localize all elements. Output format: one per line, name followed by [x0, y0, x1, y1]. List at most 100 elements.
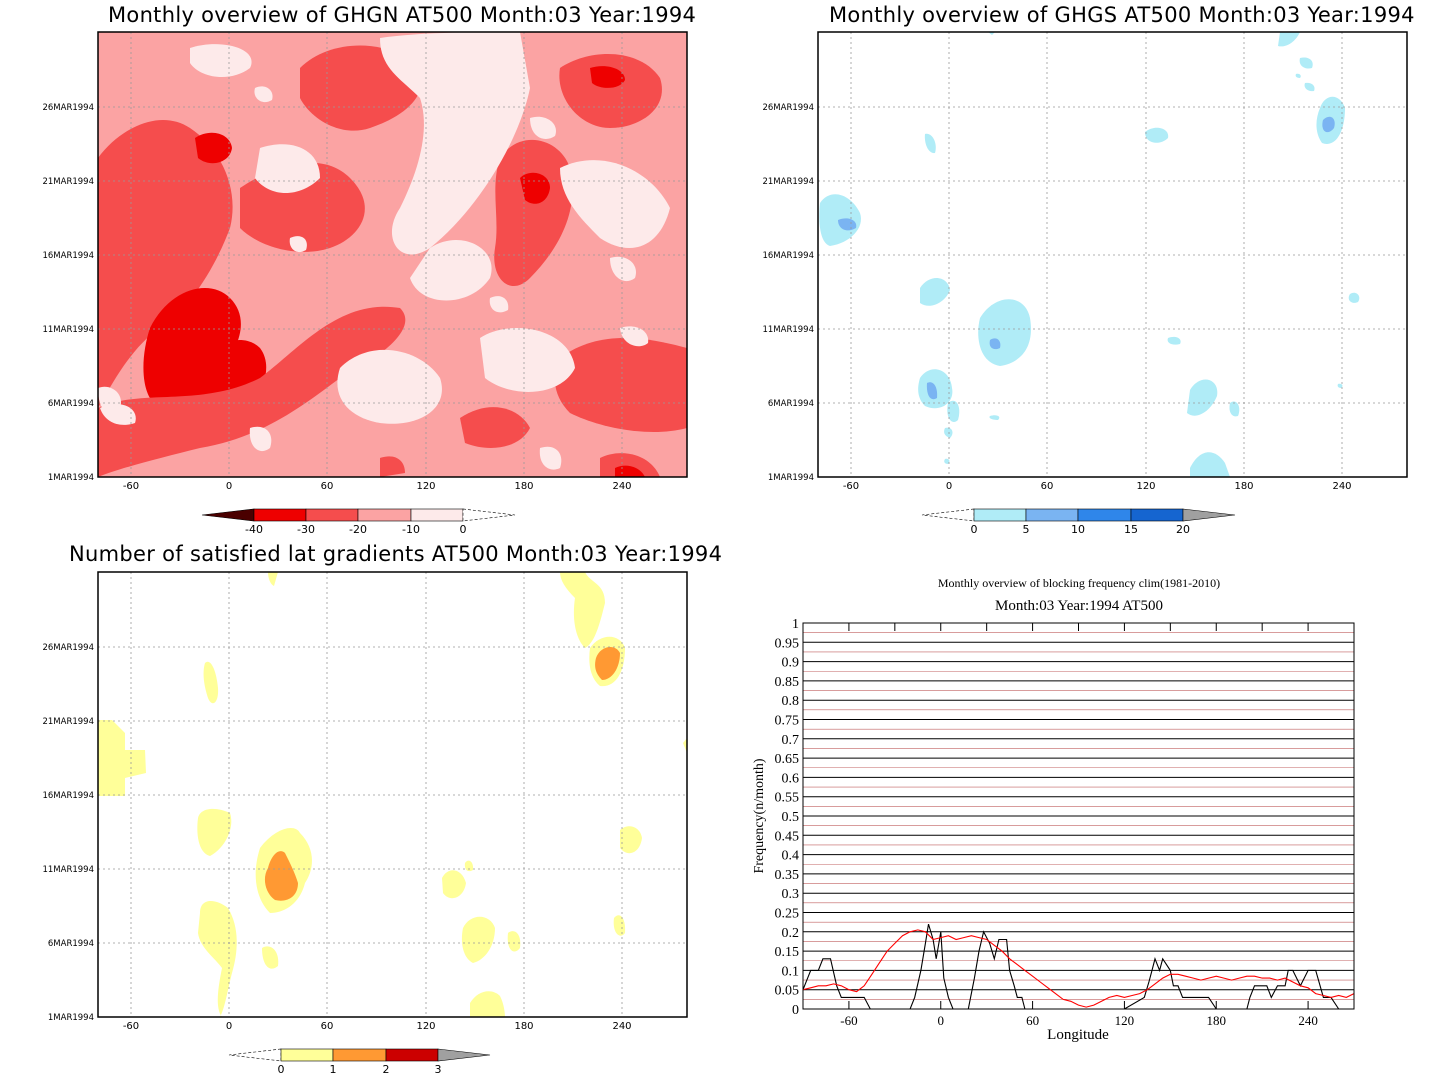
y-tick-label: 0.7	[782, 733, 800, 748]
y-tick-label: 0.35	[775, 868, 800, 883]
colorbar-label: -40	[245, 523, 263, 536]
colorbar-label: 1	[330, 1063, 337, 1076]
colorbar-label: 0	[460, 523, 467, 536]
x-tick-label: 240	[612, 1021, 631, 1032]
x-axis-label: Longitude	[1047, 1027, 1109, 1043]
line-chart-y-ticks: 0 0.05 0.1 0.15 0.2 0.25 0.3 0.35 0.4 0.45 0.5 0.55…	[775, 617, 800, 1018]
ghgn-y-ticks: 1MAR1994 6MAR1994 11MAR1994 16MAR1994 21…	[42, 103, 94, 483]
colorbar-label: 10	[1071, 523, 1085, 536]
colorbar-label: 15	[1124, 523, 1138, 536]
y-tick-label: 0.2	[782, 926, 800, 941]
y-tick-label: 11MAR1994	[42, 865, 94, 875]
line-chart-title: Monthly overview of blocking frequency c…	[937, 576, 1221, 590]
y-tick-label: 16MAR1994	[762, 251, 814, 261]
x-tick-label: 0	[226, 1021, 232, 1032]
y-tick-label: 11MAR1994	[762, 325, 814, 335]
line-chart-subtitle: Month:03 Year:1994 AT500	[995, 598, 1163, 614]
colorbar-label: -10	[402, 523, 420, 536]
x-tick-label: 120	[1115, 1013, 1135, 1028]
colorbar-label: 0	[278, 1063, 285, 1076]
x-tick-label: 180	[1234, 481, 1253, 492]
y-tick-label: 0.8	[782, 694, 800, 709]
y-tick-label: 0.5	[782, 810, 800, 825]
ghgs-gridlines	[818, 32, 1407, 477]
ghgn-x-ticks: -60 0 60 120 180 240	[123, 481, 632, 492]
latgrad-x-ticks: -60 0 60 120 180 240	[123, 1021, 632, 1032]
x-tick-label: -60	[840, 1013, 857, 1028]
series-line-0	[802, 923, 1354, 1010]
y-tick-label: 1MAR1994	[48, 1013, 94, 1023]
colorbar-label: -30	[297, 523, 315, 536]
y-tick-label: 6MAR1994	[48, 939, 94, 949]
y-tick-label: 0.9	[782, 656, 800, 671]
x-tick-label: 120	[1136, 481, 1155, 492]
x-tick-label: -60	[123, 481, 139, 492]
y-tick-label: 0.15	[775, 945, 800, 960]
y-tick-label: 11MAR1994	[42, 325, 94, 335]
x-tick-label: 60	[1026, 1013, 1039, 1028]
x-tick-label: 180	[514, 481, 533, 492]
colorbar-label: 5	[1023, 523, 1030, 536]
colorbar-label: -20	[349, 523, 367, 536]
x-tick-label: 240	[1298, 1013, 1318, 1028]
x-tick-label: 180	[514, 1021, 533, 1032]
ghgs-colorbar: 0 5 10 15 20	[921, 508, 1236, 536]
ghgn-contours	[98, 32, 687, 477]
y-axis-label: Frequency(n/month)	[752, 758, 767, 873]
y-tick-label: 0	[792, 1003, 799, 1018]
latgrad-colorbar: 0 1 2 3	[228, 1048, 491, 1076]
colorbar-label: 3	[435, 1063, 442, 1076]
colorbar-label: 20	[1176, 523, 1190, 536]
y-tick-label: 0.65	[775, 752, 800, 767]
line-chart-grid	[803, 622, 1354, 1010]
ghgn-title: Monthly overview of GHGN AT500 Month:03 …	[108, 3, 697, 27]
y-tick-label: 26MAR1994	[42, 643, 94, 653]
y-tick-label: 6MAR1994	[48, 399, 94, 409]
latgrad-y-ticks: 1MAR1994 6MAR1994 11MAR1994 16MAR1994 21…	[42, 643, 94, 1023]
line-chart-series	[802, 923, 1355, 1010]
y-tick-label: 21MAR1994	[42, 177, 94, 187]
x-tick-label: 120	[416, 481, 435, 492]
latgrad-contours	[98, 572, 687, 1017]
x-tick-label: 60	[1041, 481, 1054, 492]
x-tick-label: -60	[123, 1021, 139, 1032]
y-tick-label: 21MAR1994	[42, 717, 94, 727]
y-tick-label: 0.05	[775, 984, 800, 999]
ghgs-contours	[819, 32, 1360, 477]
y-tick-label: 0.3	[782, 887, 800, 902]
y-tick-label: 16MAR1994	[42, 251, 94, 261]
ghgs-y-ticks: 1MAR1994 6MAR1994 11MAR1994 16MAR1994 21…	[762, 103, 814, 483]
y-tick-label: 0.95	[775, 636, 800, 651]
y-tick-label: 1MAR1994	[48, 473, 94, 483]
x-tick-label: 120	[416, 1021, 435, 1032]
colorbar-label: 0	[971, 523, 978, 536]
y-tick-label: 0.6	[782, 771, 800, 786]
latgrad-gridlines	[98, 572, 687, 1017]
x-tick-label: 0	[938, 1013, 945, 1028]
y-tick-label: 26MAR1994	[762, 103, 814, 113]
x-tick-label: 240	[612, 481, 631, 492]
y-tick-label: 0.55	[775, 791, 800, 806]
y-tick-label: 16MAR1994	[42, 791, 94, 801]
x-tick-label: 0	[226, 481, 232, 492]
x-tick-label: 0	[946, 481, 952, 492]
y-tick-label: 1	[792, 617, 799, 632]
colorbar-label: 2	[383, 1063, 390, 1076]
x-tick-label: -60	[843, 481, 859, 492]
series-line-1	[802, 929, 1355, 1008]
y-tick-label: 6MAR1994	[768, 399, 814, 409]
y-tick-label: 0.25	[775, 907, 800, 922]
x-tick-label: 60	[321, 1021, 334, 1032]
x-tick-label: 180	[1207, 1013, 1227, 1028]
ghgs-x-ticks: -60 0 60 120 180 240	[843, 481, 1352, 492]
x-tick-label: 240	[1332, 481, 1351, 492]
y-tick-label: 1MAR1994	[768, 473, 814, 483]
y-tick-label: 0.1	[782, 964, 800, 979]
x-tick-label: 60	[321, 481, 334, 492]
ghgs-title: Monthly overview of GHGS AT500 Month:03 …	[829, 3, 1415, 27]
y-tick-label: 21MAR1994	[762, 177, 814, 187]
y-tick-label: 0.85	[775, 675, 800, 690]
ghgs-plot: -60 0 60 120 180 240 1MAR1994 6MAR1994 1…	[762, 31, 1408, 536]
ghgn-gridlines	[98, 32, 687, 477]
ghgn-colorbar: -40 -30 -20 -10 0	[201, 508, 516, 536]
